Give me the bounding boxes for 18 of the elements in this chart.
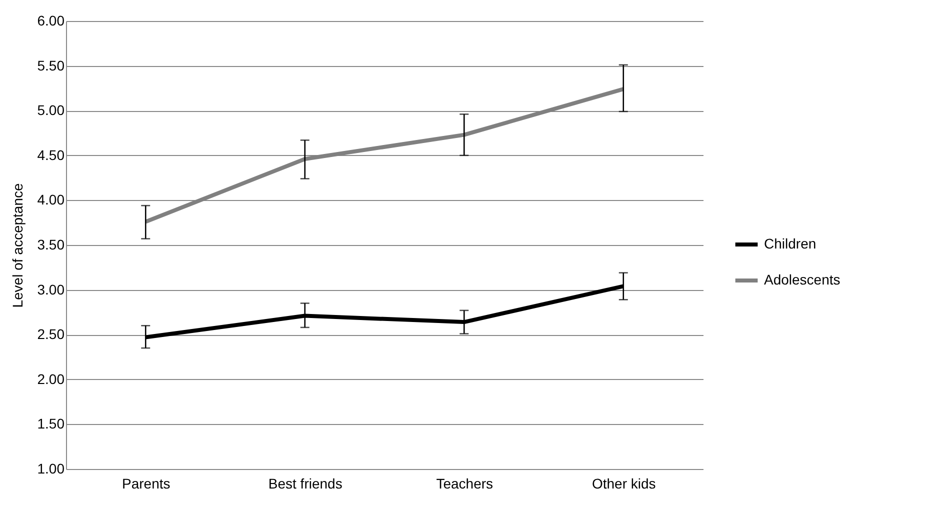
- legend-label: Children: [764, 236, 816, 252]
- x-tick-label: Parents: [122, 476, 170, 492]
- y-tick-label: 3.00: [37, 281, 65, 298]
- x-tick-label: Other kids: [592, 476, 656, 492]
- y-tick-label: 2.00: [37, 370, 65, 387]
- y-tick-label: 5.50: [37, 57, 65, 74]
- legend-label: Adolescents: [764, 272, 840, 288]
- x-tick-label: Best friends: [268, 476, 342, 492]
- x-tick-label: Teachers: [436, 476, 494, 492]
- y-tick-label: 1.00: [37, 460, 65, 476]
- y-tick-label: 4.50: [37, 146, 65, 163]
- y-tick-label: 5.00: [37, 102, 65, 118]
- y-tick-label: 2.50: [37, 326, 65, 342]
- y-tick-label: 6.00: [37, 12, 65, 28]
- y-axis-title: Level of acceptance: [9, 183, 26, 308]
- y-tick-label: 1.50: [37, 416, 65, 432]
- y-tick-label: 3.50: [37, 236, 65, 252]
- y-tick-label: 4.00: [37, 192, 65, 208]
